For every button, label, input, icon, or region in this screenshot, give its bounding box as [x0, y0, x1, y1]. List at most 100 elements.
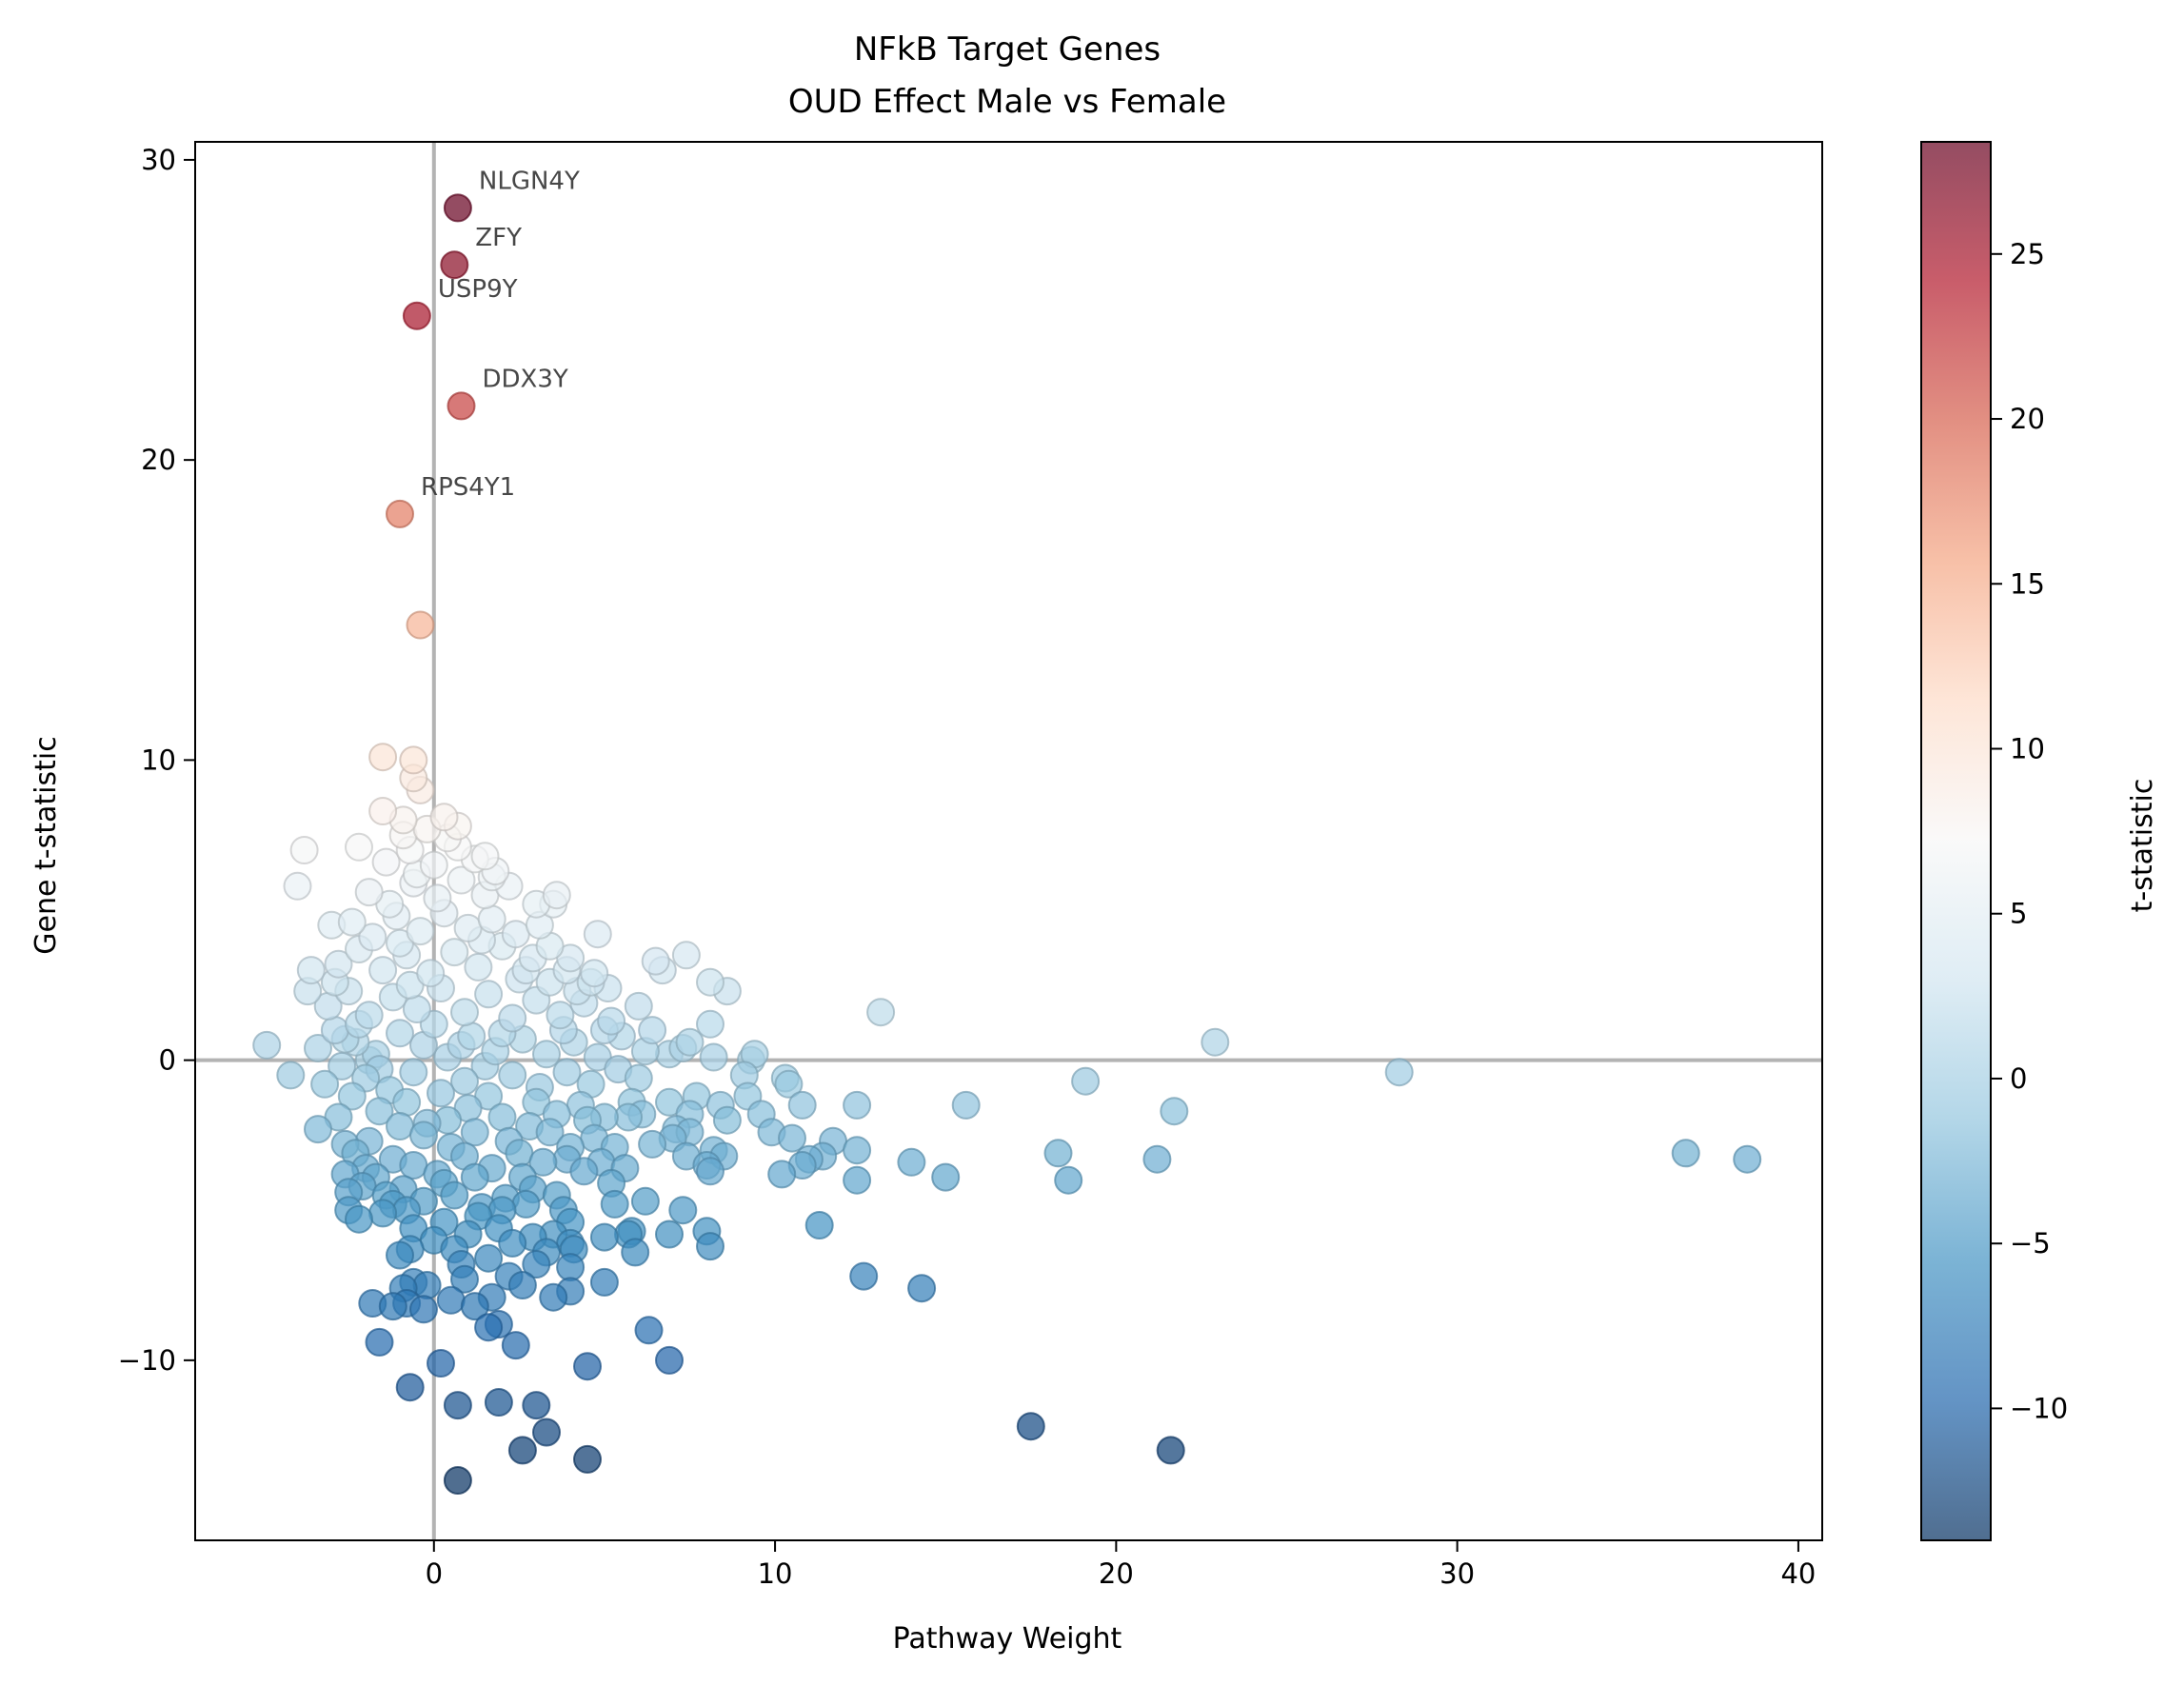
scatter-point [386, 499, 414, 528]
colorbar-ticks: −10 −5 0 5 10 15 20 25 [1991, 238, 2068, 1424]
point-annotation: USP9Y [438, 275, 518, 304]
scatter-point [386, 1019, 414, 1048]
scatter-point [1160, 1097, 1189, 1126]
plot-frame [194, 141, 1823, 1541]
y-tick-label: 0 [159, 1044, 176, 1077]
scatter-point [505, 1139, 534, 1168]
scatter-point [589, 1267, 619, 1297]
scatter-point [630, 1186, 660, 1216]
x-axis-ticks: 0 10 20 30 40 [426, 1540, 1816, 1590]
scatter-point [1016, 1412, 1045, 1441]
scatter-point [450, 998, 479, 1027]
scatter-point [843, 1165, 872, 1195]
y-axis-label: Gene t-statistic [30, 736, 63, 954]
scatter-point [501, 920, 530, 949]
scatter-point [866, 998, 896, 1027]
scatter-point [378, 1292, 407, 1321]
scatter-point [289, 836, 319, 864]
colorbar-tick-label: 15 [2010, 567, 2045, 600]
y-tick-label: 10 [141, 744, 176, 776]
scatter-point [296, 956, 326, 985]
scatter-point [416, 959, 446, 988]
y-tick-label: −10 [118, 1344, 176, 1377]
x-tick-label: 0 [426, 1557, 443, 1590]
scatter-point [368, 1199, 398, 1228]
scatter-point [641, 946, 670, 976]
scatter-point [427, 1079, 455, 1108]
point-annotation: RPS4Y1 [421, 473, 515, 502]
x-tick-label: 10 [758, 1557, 793, 1590]
scatter-point [337, 907, 367, 937]
scatter-point [556, 1253, 586, 1282]
scatter-point [573, 1352, 602, 1381]
scatter-point [498, 1061, 527, 1090]
scatter-point [1201, 1027, 1230, 1057]
scatter-point [395, 1373, 425, 1402]
scatter-point [498, 1228, 527, 1258]
colorbar-tick-label: 5 [2010, 898, 2027, 930]
scatter-point [624, 1063, 653, 1093]
scatter-point [409, 1295, 438, 1324]
scatter-point [931, 1162, 961, 1192]
colorbar-gradient [1921, 142, 1991, 1540]
scatter-point [507, 1436, 537, 1465]
scatter-point [450, 1066, 479, 1096]
scatter-point [655, 1220, 684, 1249]
colorbar-tick-label: 10 [2010, 732, 2045, 764]
scatter-point [365, 1097, 394, 1126]
y-axis-ticks: −10 0 10 20 30 [118, 144, 195, 1377]
scatter-point [511, 1189, 541, 1219]
scatter-point [501, 1331, 530, 1360]
scatter-point [440, 938, 469, 967]
scatter-point [634, 1316, 664, 1345]
point-annotation: DDX3Y [483, 365, 568, 393]
scatter-point [337, 1081, 367, 1111]
scatter-point [399, 745, 428, 775]
scatter-point [354, 878, 384, 907]
scatter-point [443, 1466, 472, 1495]
scatter-point [546, 1001, 575, 1030]
scatter-point [696, 1232, 725, 1261]
colorbar-label: t-statistic [2126, 779, 2159, 913]
point-annotation: ZFY [475, 224, 522, 252]
scatter-point [600, 1189, 629, 1219]
chart-subtitle: OUD Effect Male vs Female [788, 83, 1226, 121]
scatter-point [440, 1180, 469, 1210]
scatter-point [402, 301, 431, 330]
x-tick-label: 20 [1099, 1557, 1134, 1590]
scatter-point [532, 1418, 561, 1447]
scatter-point [804, 1211, 834, 1240]
scatter-point [443, 1391, 472, 1420]
scatter-point [402, 995, 431, 1023]
scatter-point [675, 1027, 705, 1057]
scatter-point [668, 1196, 698, 1225]
scatter-point [507, 1271, 537, 1299]
scatter-point [1043, 1139, 1073, 1168]
scatter-point [597, 1006, 626, 1036]
scatter-point [528, 1147, 558, 1177]
scatter-point [276, 1061, 306, 1090]
scatter-point [843, 1090, 872, 1120]
scatter-point [532, 1040, 561, 1069]
colorbar-tick-label: −5 [2010, 1227, 2051, 1260]
scatter-point [399, 1151, 428, 1180]
scatter-point [447, 391, 476, 421]
scatter-point [897, 1147, 926, 1177]
scatter-point [542, 881, 571, 910]
scatter-point [436, 1285, 466, 1315]
scatter-point [1054, 1165, 1083, 1195]
scatter-point [573, 1444, 602, 1474]
y-tick-label: 30 [141, 144, 176, 176]
scatter-point [583, 920, 612, 949]
scatter-point [460, 1118, 489, 1147]
scatter-point [696, 1009, 725, 1039]
scatter-point [371, 847, 401, 877]
scatter-point [569, 1157, 599, 1186]
scatter-point [843, 1136, 872, 1165]
scatter-point [460, 1292, 489, 1321]
scatter-point [386, 1240, 414, 1270]
scatter-point [552, 1058, 582, 1087]
scatter-point [1156, 1436, 1185, 1465]
scatter-point [406, 610, 435, 640]
scatter-point [778, 1123, 806, 1153]
